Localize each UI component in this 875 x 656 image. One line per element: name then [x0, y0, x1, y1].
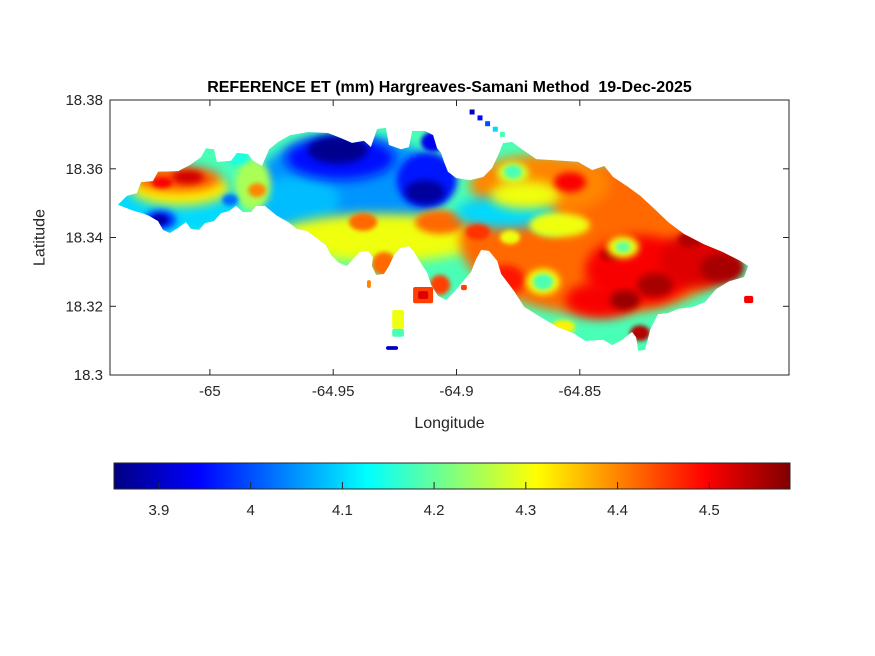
contour-blob-red-east-3 [565, 282, 636, 318]
y-tick-label: 18.38 [65, 92, 103, 109]
x-axis-label: Longitude [414, 415, 484, 432]
contour-blob-green-spot-n [504, 164, 522, 179]
contour-blob-green-bump-north [224, 149, 250, 166]
plot-title: REFERENCE ET (mm) Hargreaves-Samani Meth… [207, 79, 692, 96]
islet-south-green-tip [392, 328, 404, 337]
offshore-streak-dash-3 [485, 121, 491, 127]
islet-blue-dash [386, 346, 399, 350]
colorbar-tick-label: 4.3 [515, 502, 536, 519]
offshore-streak-dash-2 [477, 115, 483, 121]
y-tick-label: 18.32 [65, 298, 103, 315]
colorbar-tick-label: 4.4 [607, 502, 628, 519]
island-contour-layer [117, 127, 749, 351]
x-tick-label: -64.95 [312, 383, 355, 400]
generated-plot-layers: -65 -64.95 -64.9 -64.85 18.3 18.32 18.34 18.36 1… [65, 92, 791, 519]
colorbar [113, 462, 791, 490]
contour-blob-red-ne [554, 172, 586, 193]
x-tick-label: -65 [199, 383, 221, 400]
colorbar-tick-label: 4.1 [332, 502, 353, 519]
contour-blob-west-blue-small [222, 194, 239, 206]
contour-blob-orange-peninsula [371, 252, 397, 276]
islet-tiny-dash [367, 280, 371, 288]
islet-tiny-dot [461, 284, 467, 291]
offshore-streak-dash-4 [492, 126, 498, 132]
contour-blob-darkred-2 [637, 272, 674, 297]
contour-blob-west-red-2 [151, 177, 173, 188]
islet-harbor-red-core [418, 291, 429, 299]
contour-blob-darkred-5 [629, 325, 651, 341]
islet-south-yellow [392, 310, 404, 329]
contour-blob-blue-north-bump [421, 131, 446, 152]
offshore-streak-dash-5 [499, 131, 505, 137]
contour-blob-west-darkblue [150, 214, 169, 226]
contour-blob-orange-mid-1 [349, 213, 378, 231]
contour-blob-cyan-sw [259, 174, 340, 226]
colorbar-tick-label: 4 [247, 502, 255, 519]
islet-east-red-dot [744, 295, 754, 304]
contour-blob-green-s [533, 273, 554, 290]
contour-blob-yellow-ne-2 [529, 213, 591, 238]
contour-blob-yellow-s-2 [500, 230, 521, 245]
y-tick-label: 18.36 [65, 161, 103, 178]
contour-blob-isthmus-orange [248, 183, 266, 198]
contour-blob-darkblue-west-core [307, 135, 368, 164]
y-tick-label: 18.3 [74, 367, 103, 384]
contour-blob-yellow-ne-1 [490, 180, 561, 209]
y-tick-label: 18.34 [65, 230, 103, 247]
contour-blob-darkred-1 [699, 254, 744, 283]
x-tick-label: -64.85 [559, 383, 602, 400]
colorbar-tick-label: 4.5 [699, 502, 720, 519]
contour-blob-darkred-4 [678, 232, 703, 248]
contour-blob-west-red-1 [171, 170, 204, 184]
contour-blob-red-east-6 [429, 274, 451, 295]
y-axis-label: Latitude [32, 209, 49, 266]
contour-blob-darkred-3 [610, 290, 640, 311]
colorbar-tick-label: 4.2 [424, 502, 445, 519]
contour-blob-darkblue-east-core [405, 180, 445, 205]
contour-blob-green-se [615, 241, 631, 253]
contour-blob-orange-mid-2 [415, 210, 465, 234]
contour-blob-yellow-s-1 [551, 320, 576, 334]
contour-blob-red-east-5 [485, 265, 526, 296]
x-tick-label: -64.9 [439, 383, 473, 400]
colorbar-tick-label: 3.9 [148, 502, 169, 519]
contour-blob-red-east-4 [465, 224, 491, 240]
offshore-streak-dash-1 [469, 109, 475, 115]
